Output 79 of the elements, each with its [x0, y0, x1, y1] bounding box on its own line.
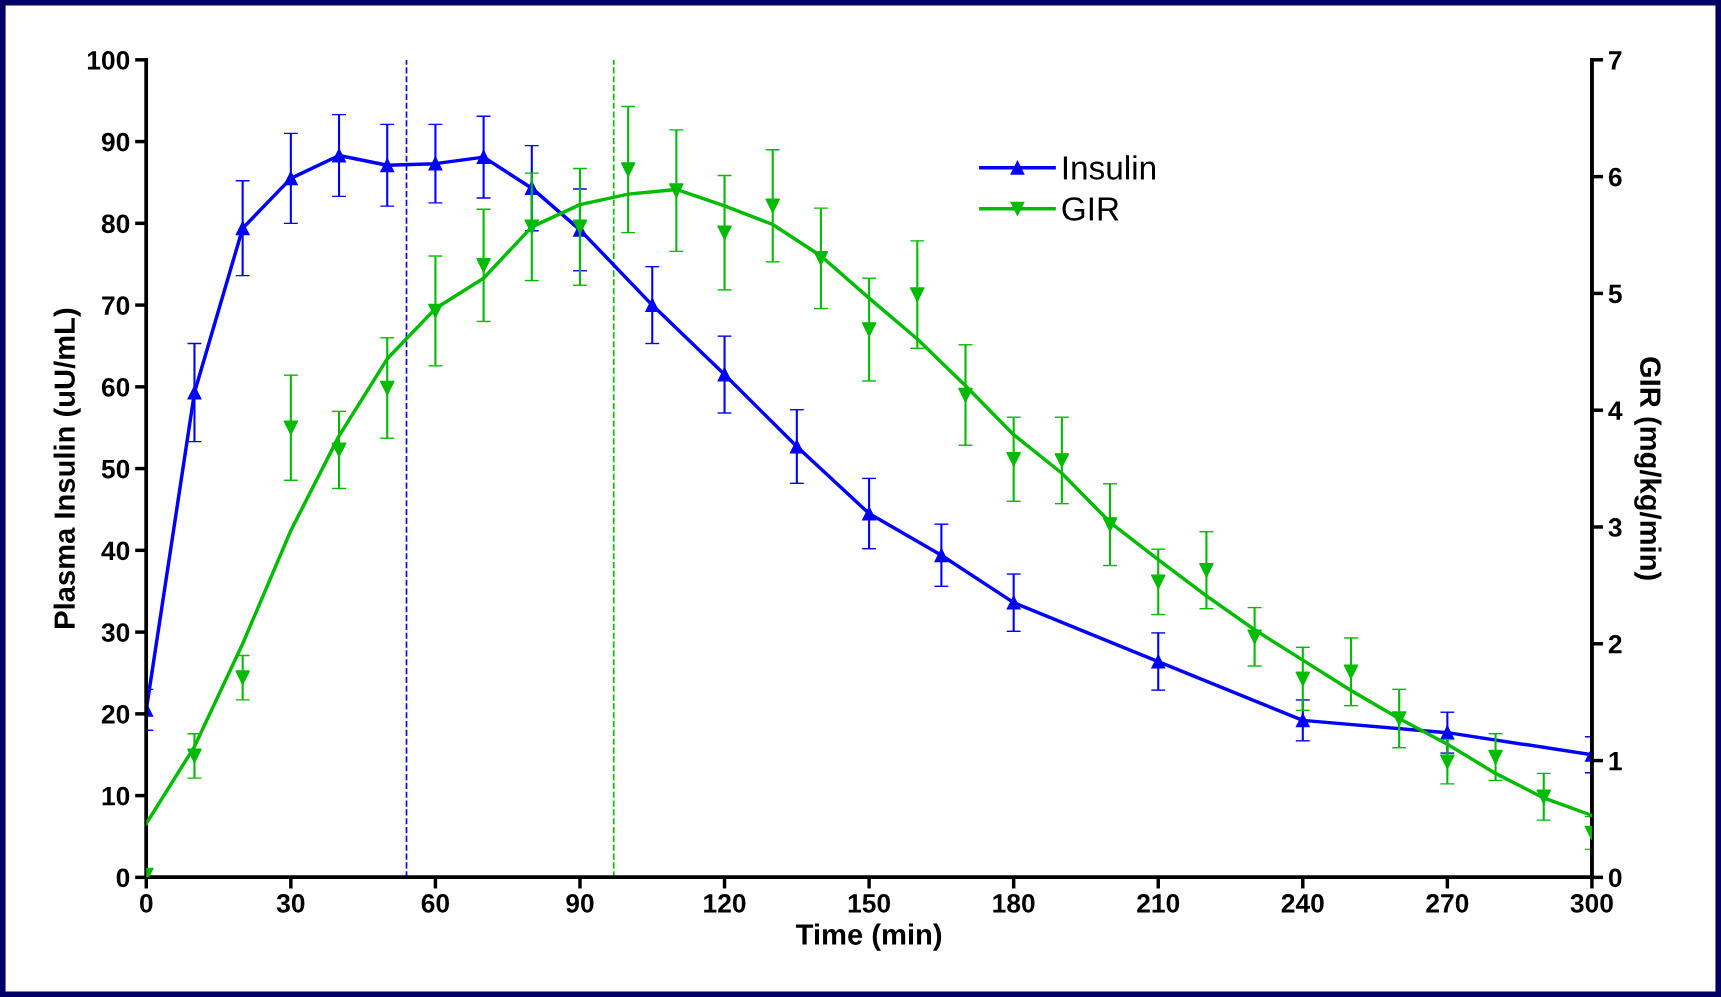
point [524, 219, 540, 235]
point [1295, 671, 1311, 687]
point [235, 221, 250, 236]
point [283, 171, 298, 186]
point [332, 148, 346, 163]
point [1440, 754, 1455, 770]
y-tick-label: 10 [102, 786, 130, 806]
x-tick-label: 180 [993, 894, 1035, 913]
point [861, 322, 877, 337]
point [1391, 711, 1407, 726]
point [910, 287, 925, 302]
legend-label: GIR [1062, 197, 1119, 221]
point [1102, 517, 1118, 532]
point [620, 162, 636, 177]
point [476, 150, 491, 165]
point [428, 303, 443, 319]
x-tick-label: 90 [566, 894, 594, 913]
point [428, 156, 443, 171]
y-tick-label: 50 [101, 459, 130, 479]
y-tick-label: 30 [101, 623, 130, 642]
y2-tick-label: 4 [1608, 401, 1623, 420]
point [1343, 664, 1359, 680]
point [1151, 654, 1166, 669]
point [1440, 725, 1455, 740]
point [476, 258, 491, 273]
y-tick-label: 60 [101, 377, 130, 397]
y2-tick-label: 2 [1608, 634, 1622, 654]
x-tick-label: 300 [1570, 894, 1613, 913]
y2-tick-label: 6 [1608, 167, 1622, 187]
point [379, 380, 395, 396]
point [717, 367, 732, 382]
x-tick-label: 0 [139, 894, 153, 913]
point [1536, 789, 1552, 805]
point [380, 158, 395, 173]
y-axis-title: Plasma Insulin (uU/mL) [53, 308, 81, 628]
x-tick-label: 60 [421, 894, 450, 913]
point [1006, 451, 1021, 467]
x-tick-label: 150 [848, 894, 891, 913]
x-axis-title: Time (min) [795, 923, 942, 951]
point [958, 387, 973, 403]
point [1006, 595, 1021, 610]
y-tick-label: 90 [101, 132, 130, 152]
y-tick-label: 70 [102, 296, 130, 315]
y2-tick-label: 5 [1608, 284, 1622, 304]
y-tick-label: 100 [87, 50, 130, 70]
point [645, 298, 660, 313]
point [1488, 749, 1503, 765]
y2-axis-title: GIR (mg/kg/min) [1634, 357, 1662, 580]
y2-tick-label: 7 [1609, 51, 1622, 70]
y2-tick-label: 0 [1608, 868, 1622, 888]
x-tick-label: 30 [276, 894, 305, 913]
point [187, 385, 202, 400]
point [1150, 574, 1166, 590]
point [1199, 562, 1214, 578]
point [1054, 453, 1070, 468]
point [331, 442, 347, 458]
point [1295, 713, 1310, 728]
point [669, 183, 684, 198]
point [283, 420, 299, 435]
point [789, 439, 804, 454]
legend-label: Insulin [1063, 155, 1155, 180]
point [187, 748, 202, 764]
point [235, 670, 250, 685]
y-tick-label: 0 [116, 868, 130, 888]
y-tick-label: 40 [101, 541, 130, 561]
point [717, 225, 732, 240]
point [862, 506, 877, 521]
point [813, 251, 829, 266]
x-tick-label: 270 [1426, 894, 1469, 913]
y-tick-label: 80 [101, 214, 130, 234]
x-tick-label: 210 [1137, 894, 1180, 913]
y-tick-label: 20 [101, 704, 130, 724]
y2-tick-label: 1 [1609, 751, 1622, 771]
y2-tick-label: 3 [1608, 518, 1622, 537]
point [934, 548, 949, 563]
x-tick-label: 120 [704, 894, 746, 913]
point [1247, 629, 1262, 645]
point [765, 198, 781, 214]
x-tick-label: 240 [1281, 894, 1324, 913]
